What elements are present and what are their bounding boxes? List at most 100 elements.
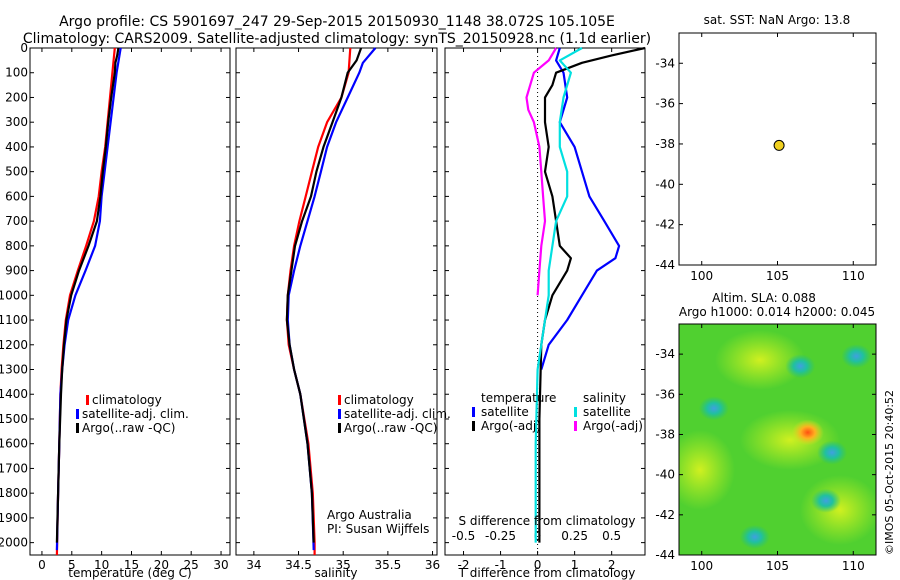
legend-label-satellite: satellite-adj. clim. (344, 407, 451, 421)
difference-x-tick-label: -1 (495, 558, 507, 572)
difference-s-tick-label: -0.5 (452, 529, 475, 543)
depth-tick-label: 1200 (0, 338, 28, 352)
difference-line-satellite-0 (540, 47, 621, 370)
legend-label-climatology: climatology (344, 393, 414, 407)
sla-low-anomaly (810, 488, 841, 513)
legend-title-temperature: temperature (481, 391, 556, 405)
depth-tick-label: 1700 (0, 461, 28, 475)
sla-patch-yellow (679, 430, 735, 510)
temperature-x-tick-label: 15 (124, 558, 139, 572)
depth-tick-label: 900 (5, 264, 28, 278)
temperature-x-tick-label: 20 (154, 558, 169, 572)
sst-map-y-tick-label: -40 (655, 177, 675, 191)
legend-swatch-satellite (338, 409, 341, 419)
salinity-x-tick-label: 35 (336, 558, 351, 572)
depth-tick-label: 100 (5, 66, 28, 80)
legend-swatch-s-argo (574, 421, 577, 431)
depth-tick-label: 500 (5, 165, 28, 179)
legend-label-t-argo: Argo(-adj) (481, 419, 541, 433)
sst-map-panel: sat. SST: NaN Argo: 13.8 100 105 110 -34 -36… (655, 13, 877, 283)
salinity-line-argo-raw-qc-2 (285, 47, 363, 543)
sla-map-y-tick-label: -40 (655, 468, 675, 482)
sst-map-x-tick-label: 105 (766, 269, 789, 283)
difference-panel: -2 -1 0 1 2 -0.5 -0.25 0 0.25 0.5 T difference fr… (444, 46, 646, 580)
difference-line-argo-adj-3 (525, 47, 558, 296)
depth-tick-label: 1300 (0, 363, 28, 377)
legend-label-argo: Argo(..raw -QC) (82, 421, 175, 435)
temperature-x-tick-label: 25 (184, 558, 199, 572)
temperature-x-tick-label: 30 (213, 558, 228, 572)
argo-location-marker (773, 139, 785, 151)
sst-map-y-tick-label: -42 (655, 218, 675, 232)
title-line-2: Climatology: CARS2009. Satellite-adjuste… (23, 31, 651, 47)
credit-line-1: Argo Australia (327, 508, 412, 522)
temperature-panel: 0100200300400500600700800900100011001200… (0, 41, 231, 580)
legend-label-s-argo: Argo(-adj) (583, 419, 643, 433)
salinity-x-tick-label: 36 (425, 558, 440, 572)
legend-swatch-argo (338, 423, 341, 433)
depth-tick-label: 0 (20, 41, 28, 55)
sla-map-title: Altim. SLA: 0.088 (712, 291, 816, 305)
credit-line-2: PI: Susan Wijffels (327, 522, 429, 536)
legend-swatch-argo (76, 423, 79, 433)
difference-xlabel-s: S difference from climatology (459, 514, 636, 528)
sla-map-y-tick-label: -34 (655, 347, 675, 361)
depth-tick-label: 600 (5, 189, 28, 203)
salinity-x-tick-label: 34.5 (285, 558, 312, 572)
temperature-line-satellite-adj-clim-1 (55, 47, 122, 551)
difference-x-tick-label: 1 (571, 558, 579, 572)
sla-map-y-tick-label: -42 (655, 508, 675, 522)
salinity-axes-frame (235, 47, 438, 556)
imos-credit: ©IMOS 05-Oct-2015 20:40:52 (883, 390, 896, 555)
depth-tick-label: 1600 (0, 437, 28, 451)
legend-swatch-t-argo (472, 421, 475, 431)
legend-swatch-climatology (86, 395, 89, 405)
depth-tick-label: 1900 (0, 511, 28, 525)
salinity-panel: 34 34.5 35 35.5 36 salinity climatology sate… (235, 47, 451, 580)
sst-map-title: sat. SST: NaN Argo: 13.8 (704, 13, 851, 27)
sla-heatmap (679, 324, 876, 555)
salinity-xlabel: salinity (314, 566, 357, 580)
sla-map-y-tick-label: -36 (655, 387, 675, 401)
difference-x-tick-label: 0 (534, 558, 542, 572)
sla-map-y-tick-label: -38 (655, 427, 675, 441)
sla-map-x-tick-label: 110 (842, 559, 865, 573)
sla-map-panel: Altim. SLA: 0.088 Argo h1000: 0.014 h200… (655, 291, 877, 573)
temperature-x-tick-label: 10 (94, 558, 109, 572)
difference-s-tick-label: 0.25 (561, 529, 588, 543)
depth-tick-label: 400 (5, 140, 28, 154)
depth-tick-label: 700 (5, 214, 28, 228)
legend-swatch-s-satellite (574, 407, 577, 417)
sla-map-y-tick-label: -44 (655, 548, 675, 562)
temperature-x-tick-label: 0 (38, 558, 46, 572)
depth-tick-label: 1400 (0, 387, 28, 401)
legend-label-s-satellite: satellite (583, 405, 631, 419)
sst-map-x-tick-label: 110 (842, 269, 865, 283)
sst-map-x-tick-label: 100 (690, 269, 713, 283)
legend-label-t-satellite: satellite (481, 405, 529, 419)
sla-low-anomaly (739, 524, 770, 549)
temperature-xlabel: temperature (deg C) (68, 566, 191, 580)
title-line-1: Argo profile: CS 5901697_247 29-Sep-2015… (59, 14, 615, 30)
legend-swatch-climatology (338, 395, 341, 405)
legend-label-climatology: climatology (92, 393, 162, 407)
sla-low-anomaly (785, 354, 816, 379)
difference-s-tick-label: 0.5 (602, 529, 621, 543)
sst-map-y-tick-label: -36 (655, 97, 675, 111)
difference-line-argo-adj-1 (538, 46, 646, 543)
temperature-legend: climatology satellite-adj. clim. Argo(..… (76, 393, 189, 435)
salinity-x-tick-label: 35.5 (375, 558, 402, 572)
difference-xlabel-t: T difference from climatology (458, 566, 636, 580)
depth-tick-label: 1100 (0, 313, 28, 327)
temperature-x-tick-label: 5 (68, 558, 76, 572)
sla-patch-yellow (715, 330, 805, 390)
sla-low-anomaly (841, 344, 872, 369)
difference-line-satellite-2 (534, 47, 583, 543)
sst-map-y-tick-label: -34 (655, 56, 675, 70)
salinity-line-climatology-0 (285, 47, 352, 555)
legend-label-argo: Argo(..raw -QC) (344, 421, 437, 435)
legend-swatch-t-satellite (472, 407, 475, 417)
difference-s-tick-label: -0.25 (485, 529, 516, 543)
difference-axes-frame (444, 47, 646, 556)
sla-map-x-tick-label: 100 (690, 559, 713, 573)
